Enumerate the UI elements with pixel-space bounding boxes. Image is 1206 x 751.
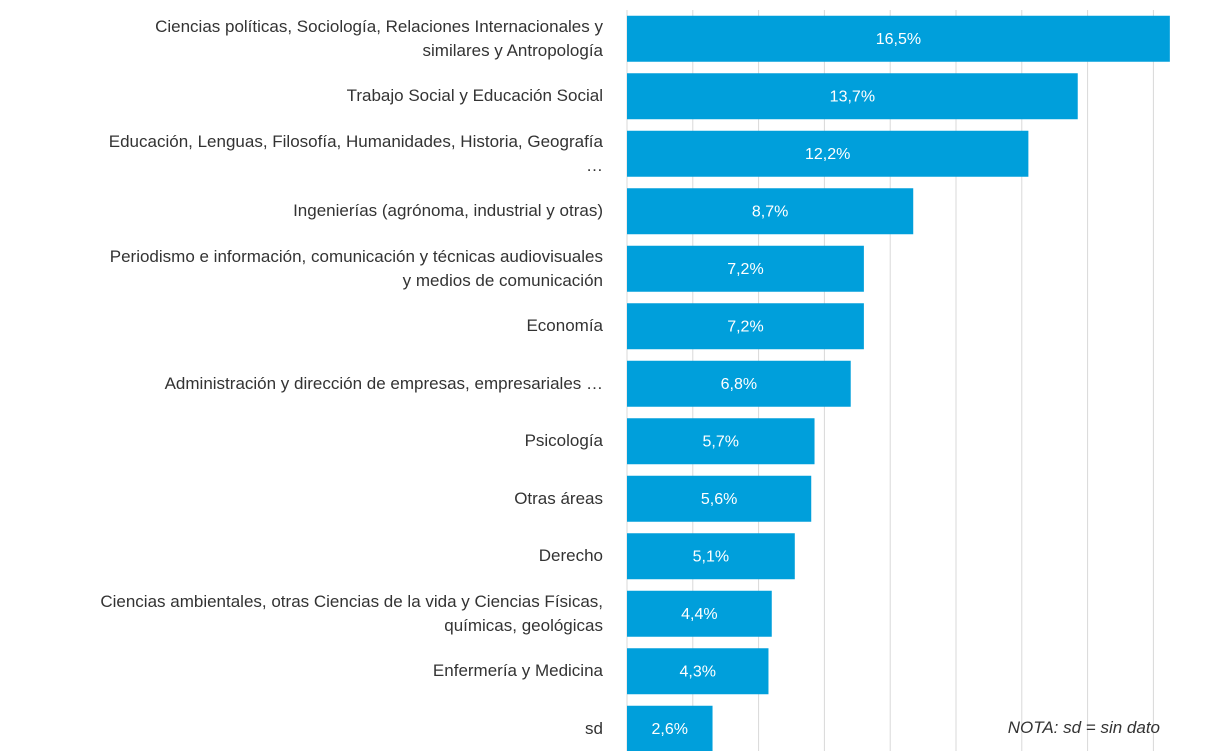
data-label: 5,7% <box>703 433 739 450</box>
data-label: 7,2% <box>727 261 763 278</box>
bar <box>627 73 1078 120</box>
data-label: 4,3% <box>680 663 716 680</box>
category-label: Ciencias ambientales, otras Ciencias de … <box>100 591 603 635</box>
annotation: NOTA: sd = sin dato <box>1007 718 1160 737</box>
category-label: Enfermería y Medicina <box>432 661 603 681</box>
bar <box>627 648 769 695</box>
data-label: 2,6% <box>652 721 688 738</box>
category-label: Ingenierías (agrónoma, industrial y otra… <box>293 201 603 221</box>
bar <box>627 303 864 350</box>
category-label: Economía <box>526 316 603 336</box>
bar <box>627 188 914 235</box>
category-label: Educación, Lenguas, Filosofía, Humanidad… <box>108 131 603 175</box>
category-label: Otras áreas <box>514 488 603 508</box>
data-label: 4,4% <box>681 606 717 623</box>
data-label: 12,2% <box>805 146 850 163</box>
data-label: 5,1% <box>693 548 729 565</box>
bar <box>627 360 851 407</box>
bar <box>627 130 1029 177</box>
bar <box>627 15 1170 62</box>
data-label: 7,2% <box>727 318 763 335</box>
data-label: 8,7% <box>752 203 788 220</box>
bar <box>627 590 772 637</box>
data-label: 13,7% <box>830 88 875 105</box>
data-label: 6,8% <box>721 376 757 393</box>
data-label: 5,6% <box>701 491 737 508</box>
category-label: sd <box>585 718 603 738</box>
data-label: 16,5% <box>876 31 921 48</box>
bar <box>627 418 815 465</box>
bar <box>627 705 713 751</box>
category-label: Ciencias políticas, Sociología, Relacion… <box>155 16 603 60</box>
bar <box>627 245 864 292</box>
category-label: Derecho <box>538 546 603 566</box>
bar <box>627 533 795 580</box>
bar <box>627 475 812 522</box>
category-label: Trabajo Social y Educación Social <box>346 86 603 106</box>
category-label: Periodismo e información, comunicación y… <box>109 246 603 290</box>
category-label: Administración y dirección de empresas, … <box>164 373 603 393</box>
category-label: Psicología <box>524 431 603 451</box>
